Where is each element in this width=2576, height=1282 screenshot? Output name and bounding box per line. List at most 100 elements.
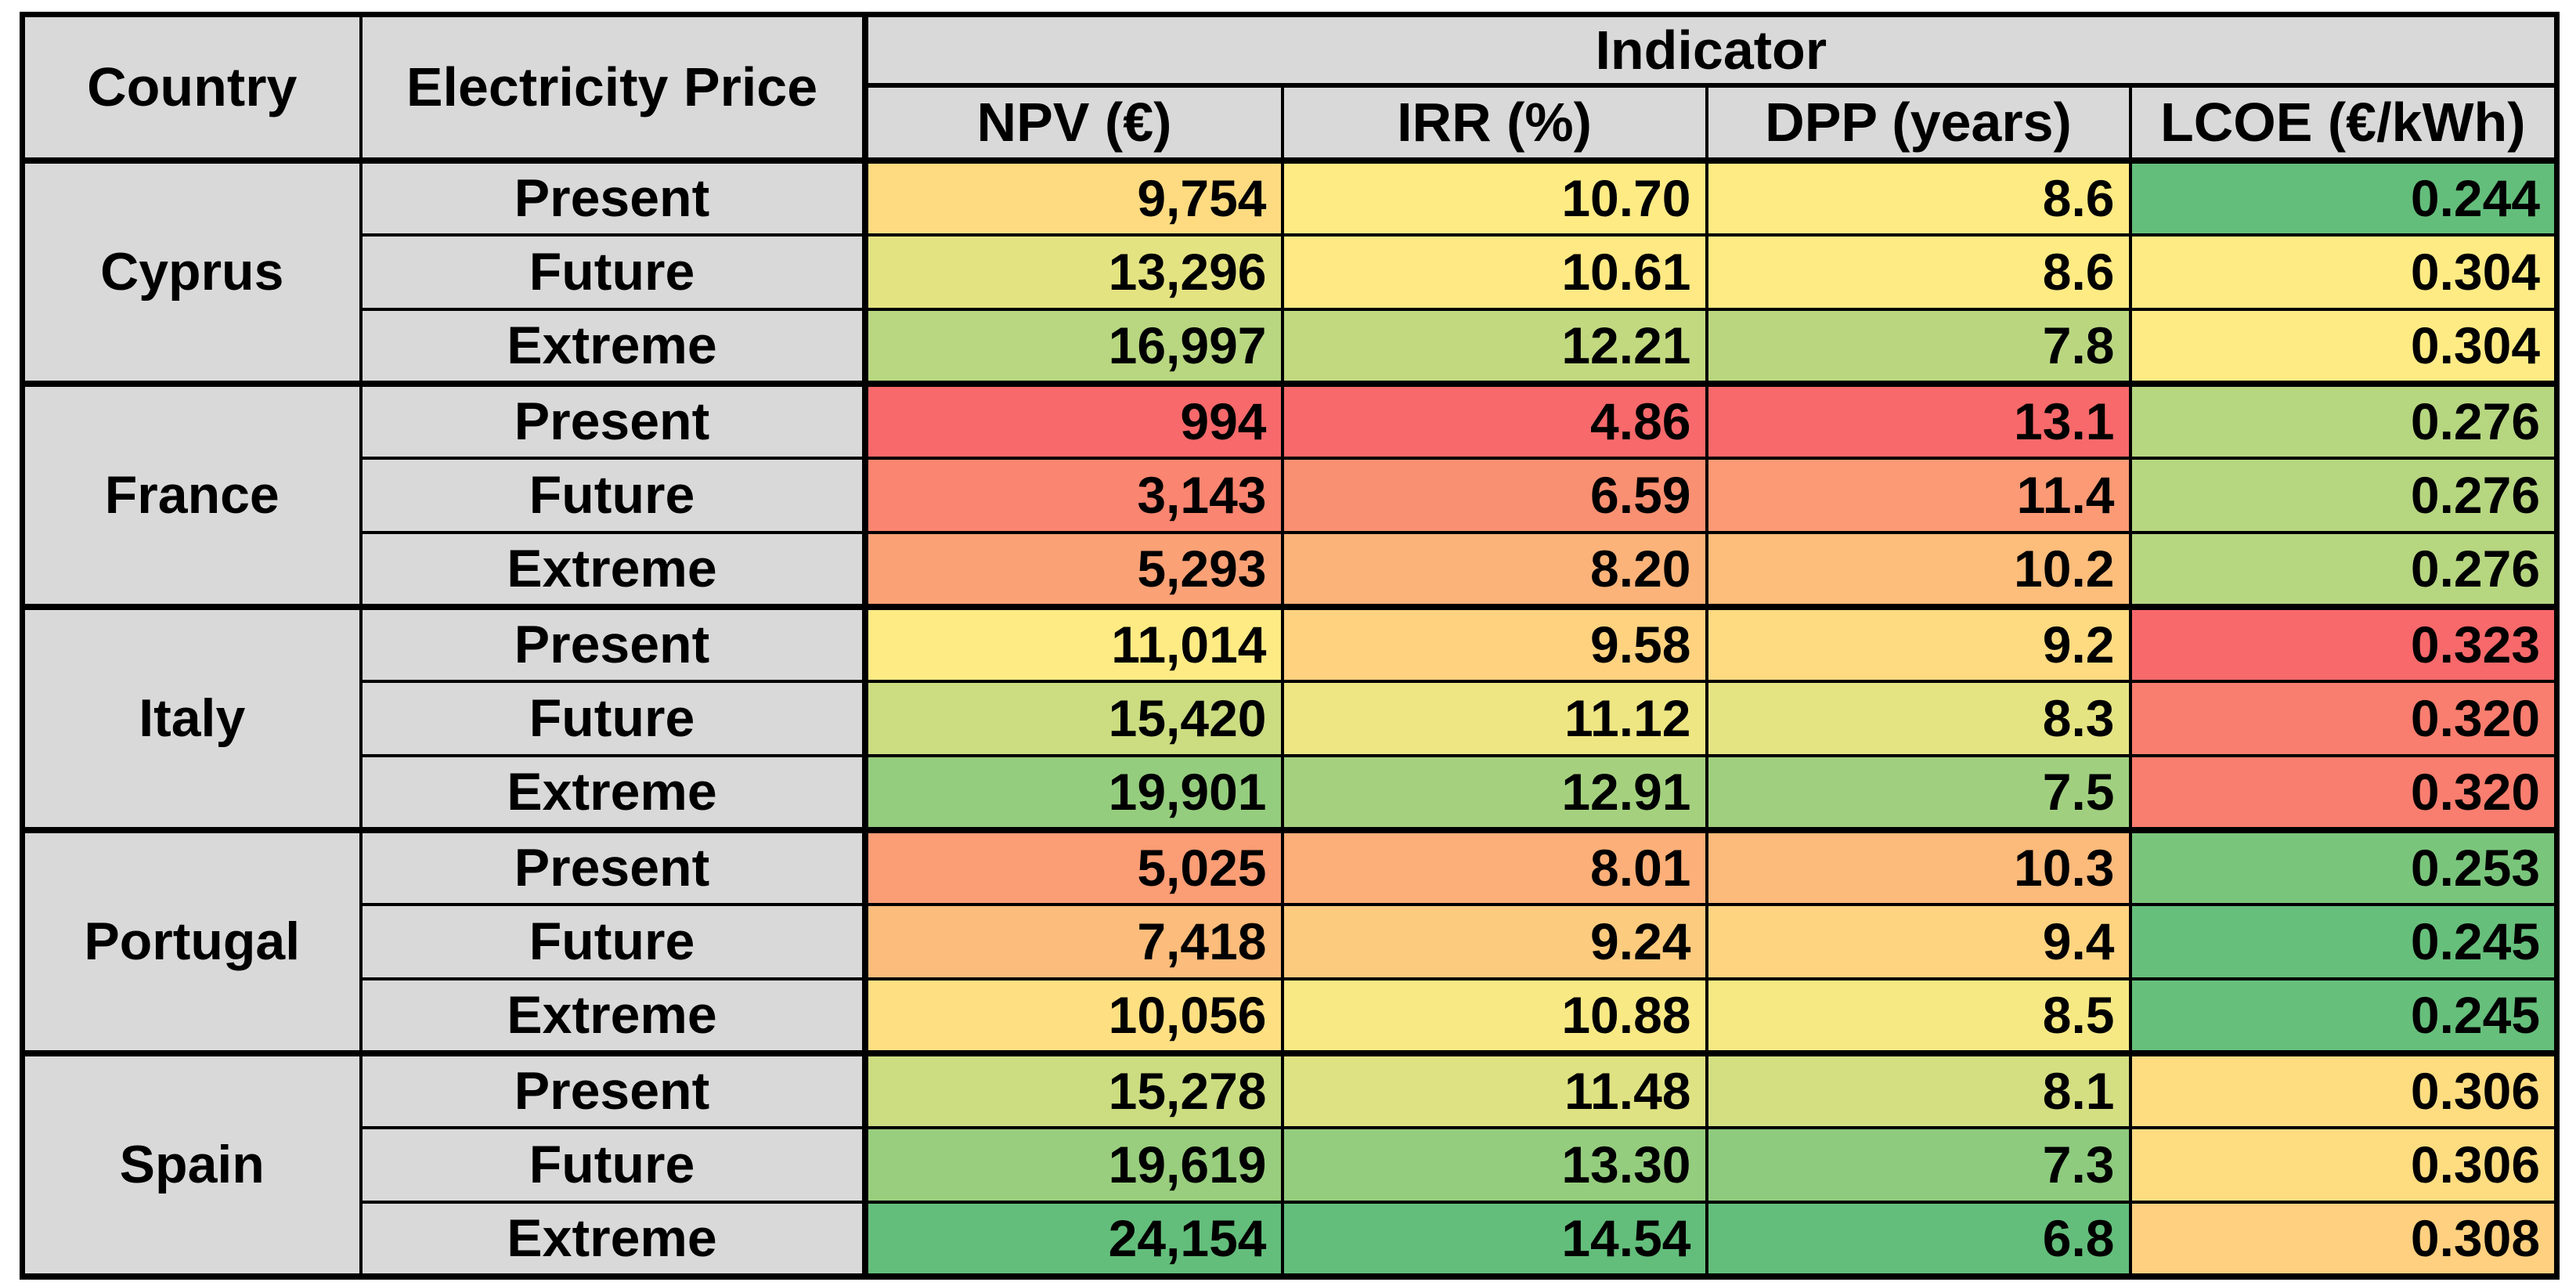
scenario-cell: Extreme [359, 977, 868, 1056]
dpp-cell: 6.8 [1705, 1200, 2132, 1280]
irr-cell: 9.58 [1280, 605, 1708, 683]
header-npv: NPV (€) [863, 83, 1284, 164]
irr-cell: 8.20 [1280, 530, 1708, 610]
dpp-cell: 13.1 [1705, 381, 2132, 460]
financial-indicators-table: Country Electricity Price Indicator NPV … [20, 12, 2560, 1280]
npv-cell: 16,997 [863, 307, 1284, 387]
country-cell: Cyprus [20, 158, 363, 387]
npv-cell: 19,901 [863, 753, 1284, 833]
lcoe-cell: 0.308 [2128, 1200, 2559, 1280]
dpp-cell: 10.3 [1705, 828, 2132, 906]
irr-cell: 10.61 [1280, 233, 1708, 311]
lcoe-cell: 0.323 [2128, 605, 2559, 683]
scenario-cell: Extreme [359, 530, 868, 610]
table-row: Extreme 5,293 8.20 10.2 0.276 [23, 530, 2559, 610]
header-irr: IRR (%) [1280, 83, 1708, 164]
dpp-cell: 8.5 [1705, 977, 2132, 1056]
lcoe-cell: 0.306 [2128, 1125, 2559, 1204]
lcoe-cell: 0.276 [2128, 456, 2559, 534]
header-country: Country [20, 13, 363, 164]
table-row: Cyprus Present 9,754 10.70 8.6 0.244 [20, 158, 2559, 387]
npv-cell: 9,754 [863, 158, 1284, 237]
irr-cell: 10.88 [1280, 977, 1708, 1056]
scenario-cell: Future [359, 456, 868, 534]
irr-cell: 10.70 [1280, 158, 1708, 237]
scenario-cell: Extreme [359, 307, 868, 387]
npv-cell: 5,293 [863, 530, 1284, 610]
table-row: Portugal Present 5,025 8.01 10.3 0.253 [20, 828, 2559, 1056]
npv-cell: 15,420 [863, 679, 1284, 757]
scenario-cell: Future [359, 679, 868, 757]
header-dpp: DPP (years) [1705, 83, 2132, 164]
lcoe-cell: 0.320 [2128, 753, 2559, 833]
irr-cell: 6.59 [1280, 456, 1708, 534]
lcoe-cell: 0.276 [2128, 381, 2559, 460]
irr-cell: 13.30 [1280, 1125, 1708, 1204]
country-cell: Italy [20, 605, 363, 833]
dpp-cell: 8.3 [1705, 679, 2132, 757]
dpp-cell: 7.8 [1705, 307, 2132, 387]
irr-cell: 9.24 [1280, 902, 1708, 980]
scenario-cell: Future [359, 1125, 868, 1204]
lcoe-cell: 0.245 [2128, 977, 2559, 1056]
npv-cell: 3,143 [863, 456, 1284, 534]
lcoe-cell: 0.244 [2128, 158, 2559, 237]
npv-cell: 7,418 [863, 902, 1284, 980]
lcoe-cell: 0.304 [2128, 307, 2559, 387]
header-lcoe: LCOE (€/kWh) [2128, 83, 2559, 164]
lcoe-cell: 0.276 [2128, 530, 2559, 610]
table-row: Future 19,619 13.30 7.3 0.306 [23, 1125, 2559, 1204]
table-row: Spain Present 15,278 11.48 8.1 0.306 [20, 1051, 2559, 1280]
npv-cell: 13,296 [863, 233, 1284, 311]
table-row: Future 13,296 10.61 8.6 0.304 [23, 233, 2559, 311]
table-row: Extreme 19,901 12.91 7.5 0.320 [23, 753, 2559, 833]
npv-cell: 994 [863, 381, 1284, 460]
header-electricity-price: Electricity Price [359, 13, 868, 164]
header-indicator: Indicator [863, 13, 2559, 88]
table-header: Country Electricity Price Indicator NPV … [20, 13, 2559, 164]
dpp-cell: 7.3 [1705, 1125, 2132, 1204]
npv-cell: 5,025 [863, 828, 1284, 906]
npv-cell: 19,619 [863, 1125, 1284, 1204]
scenario-cell: Present [359, 381, 868, 460]
table-body: Cyprus Present 9,754 10.70 8.6 0.244 Future 13,… [20, 158, 2559, 1280]
dpp-cell: 9.4 [1705, 902, 2132, 980]
dpp-cell: 10.2 [1705, 530, 2132, 610]
irr-cell: 4.86 [1280, 381, 1708, 460]
lcoe-cell: 0.245 [2128, 902, 2559, 980]
table-row: Future 7,418 9.24 9.4 0.245 [23, 902, 2559, 980]
scenario-cell: Present [359, 605, 868, 683]
scenario-cell: Present [359, 1051, 868, 1129]
lcoe-cell: 0.304 [2128, 233, 2559, 311]
table-row: Extreme 24,154 14.54 6.8 0.308 [23, 1200, 2559, 1280]
npv-cell: 24,154 [863, 1200, 1284, 1280]
scenario-cell: Extreme [359, 753, 868, 833]
irr-cell: 12.21 [1280, 307, 1708, 387]
country-cell: Portugal [20, 828, 363, 1056]
table-row: Future 15,420 11.12 8.3 0.320 [23, 679, 2559, 757]
table-row: Italy Present 11,014 9.58 9.2 0.323 [20, 605, 2559, 833]
irr-cell: 8.01 [1280, 828, 1708, 906]
scenario-cell: Extreme [359, 1200, 868, 1280]
irr-cell: 14.54 [1280, 1200, 1708, 1280]
irr-cell: 11.48 [1280, 1051, 1708, 1129]
lcoe-cell: 0.320 [2128, 679, 2559, 757]
npv-cell: 15,278 [863, 1051, 1284, 1129]
scenario-cell: Present [359, 158, 868, 237]
npv-cell: 10,056 [863, 977, 1284, 1056]
table-row: Extreme 16,997 12.21 7.8 0.304 [23, 307, 2559, 387]
table-row: Future 3,143 6.59 11.4 0.276 [23, 456, 2559, 534]
scenario-cell: Future [359, 233, 868, 311]
lcoe-cell: 0.253 [2128, 828, 2559, 906]
dpp-cell: 8.6 [1705, 158, 2132, 237]
dpp-cell: 11.4 [1705, 456, 2132, 534]
country-cell: France [20, 381, 363, 610]
dpp-cell: 9.2 [1705, 605, 2132, 683]
scenario-cell: Future [359, 902, 868, 980]
irr-cell: 11.12 [1280, 679, 1708, 757]
table-row: France Present 994 4.86 13.1 0.276 [20, 381, 2559, 610]
dpp-cell: 8.1 [1705, 1051, 2132, 1129]
dpp-cell: 8.6 [1705, 233, 2132, 311]
lcoe-cell: 0.306 [2128, 1051, 2559, 1129]
